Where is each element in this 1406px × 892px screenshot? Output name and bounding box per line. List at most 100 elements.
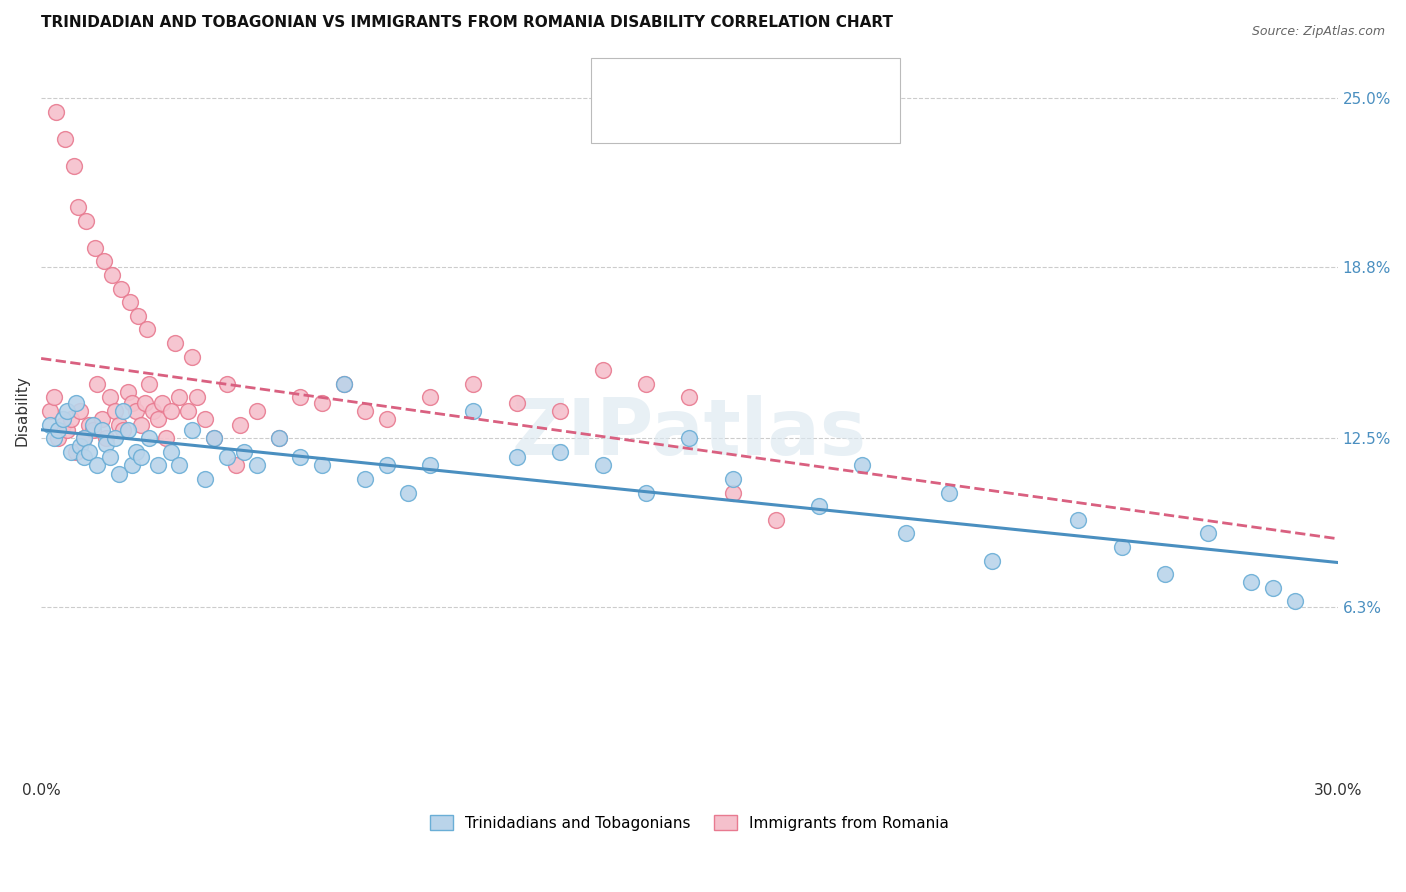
- Text: R = -0.346: R = -0.346: [634, 72, 724, 90]
- Point: [1284, 594, 1306, 608]
- Point: [290, 390, 312, 404]
- Point: [65, 396, 87, 410]
- Point: [177, 404, 200, 418]
- Point: [146, 412, 169, 426]
- Point: [90, 423, 112, 437]
- Point: [73, 450, 96, 465]
- Point: [125, 404, 148, 418]
- Point: [1067, 513, 1090, 527]
- Legend: Trinidadians and Tobagonians, Immigrants from Romania: Trinidadians and Tobagonians, Immigrants…: [425, 808, 955, 837]
- Point: [267, 431, 290, 445]
- Point: [98, 450, 121, 465]
- Point: [56, 404, 79, 418]
- Point: [93, 254, 115, 268]
- Point: [69, 439, 91, 453]
- Point: [48, 423, 70, 437]
- Point: [155, 431, 177, 445]
- Point: [765, 513, 787, 527]
- Point: [65, 444, 87, 458]
- Point: [375, 412, 398, 426]
- Point: [419, 458, 441, 473]
- Point: [225, 458, 247, 473]
- Point: [76, 213, 98, 227]
- Point: [548, 444, 571, 458]
- Point: [125, 444, 148, 458]
- Point: [112, 423, 135, 437]
- Point: [592, 458, 614, 473]
- Point: [73, 431, 96, 445]
- Point: [851, 458, 873, 473]
- Point: [117, 423, 139, 437]
- Point: [108, 417, 131, 432]
- Point: [419, 390, 441, 404]
- Point: [938, 485, 960, 500]
- Point: [134, 396, 156, 410]
- Point: [90, 412, 112, 426]
- Point: [215, 450, 238, 465]
- Point: [82, 417, 104, 432]
- Point: [121, 458, 143, 473]
- Point: [117, 384, 139, 399]
- Point: [121, 396, 143, 410]
- Point: [69, 404, 91, 418]
- Point: [505, 450, 527, 465]
- Point: [1197, 526, 1219, 541]
- Point: [66, 200, 89, 214]
- Point: [636, 376, 658, 391]
- Point: [82, 423, 104, 437]
- Point: [894, 526, 917, 541]
- Point: [52, 412, 75, 426]
- Point: [808, 499, 831, 513]
- Point: [146, 458, 169, 473]
- Text: N = 60: N = 60: [775, 72, 832, 90]
- Point: [981, 553, 1004, 567]
- Point: [375, 458, 398, 473]
- Point: [181, 350, 204, 364]
- Point: [62, 159, 84, 173]
- Point: [354, 472, 377, 486]
- Point: [165, 335, 187, 350]
- Point: [73, 431, 96, 445]
- Point: [60, 412, 83, 426]
- Point: [48, 431, 70, 445]
- Point: [1154, 567, 1177, 582]
- Point: [1261, 581, 1284, 595]
- Point: [127, 309, 149, 323]
- Point: [233, 444, 256, 458]
- Point: [194, 412, 217, 426]
- Point: [84, 241, 107, 255]
- Text: N = 67: N = 67: [775, 110, 832, 128]
- Point: [45, 104, 67, 119]
- Point: [215, 376, 238, 391]
- Point: [311, 458, 333, 473]
- Point: [103, 431, 125, 445]
- Point: [678, 431, 700, 445]
- Text: Source: ZipAtlas.com: Source: ZipAtlas.com: [1251, 25, 1385, 38]
- Point: [98, 390, 121, 404]
- Point: [290, 450, 312, 465]
- Point: [38, 404, 60, 418]
- Point: [138, 431, 160, 445]
- Point: [86, 458, 108, 473]
- Point: [77, 444, 100, 458]
- Point: [42, 431, 65, 445]
- FancyBboxPatch shape: [599, 104, 628, 134]
- Point: [136, 322, 159, 336]
- Point: [118, 295, 141, 310]
- Point: [108, 467, 131, 481]
- Point: [94, 431, 117, 445]
- Point: [112, 404, 135, 418]
- Point: [52, 417, 75, 432]
- Point: [94, 436, 117, 450]
- Point: [311, 396, 333, 410]
- Point: [142, 404, 165, 418]
- Point: [202, 431, 225, 445]
- Point: [53, 132, 76, 146]
- Y-axis label: Disability: Disability: [15, 376, 30, 446]
- Point: [202, 431, 225, 445]
- Point: [42, 390, 65, 404]
- Point: [246, 458, 269, 473]
- Point: [77, 417, 100, 432]
- Point: [86, 376, 108, 391]
- Point: [56, 423, 79, 437]
